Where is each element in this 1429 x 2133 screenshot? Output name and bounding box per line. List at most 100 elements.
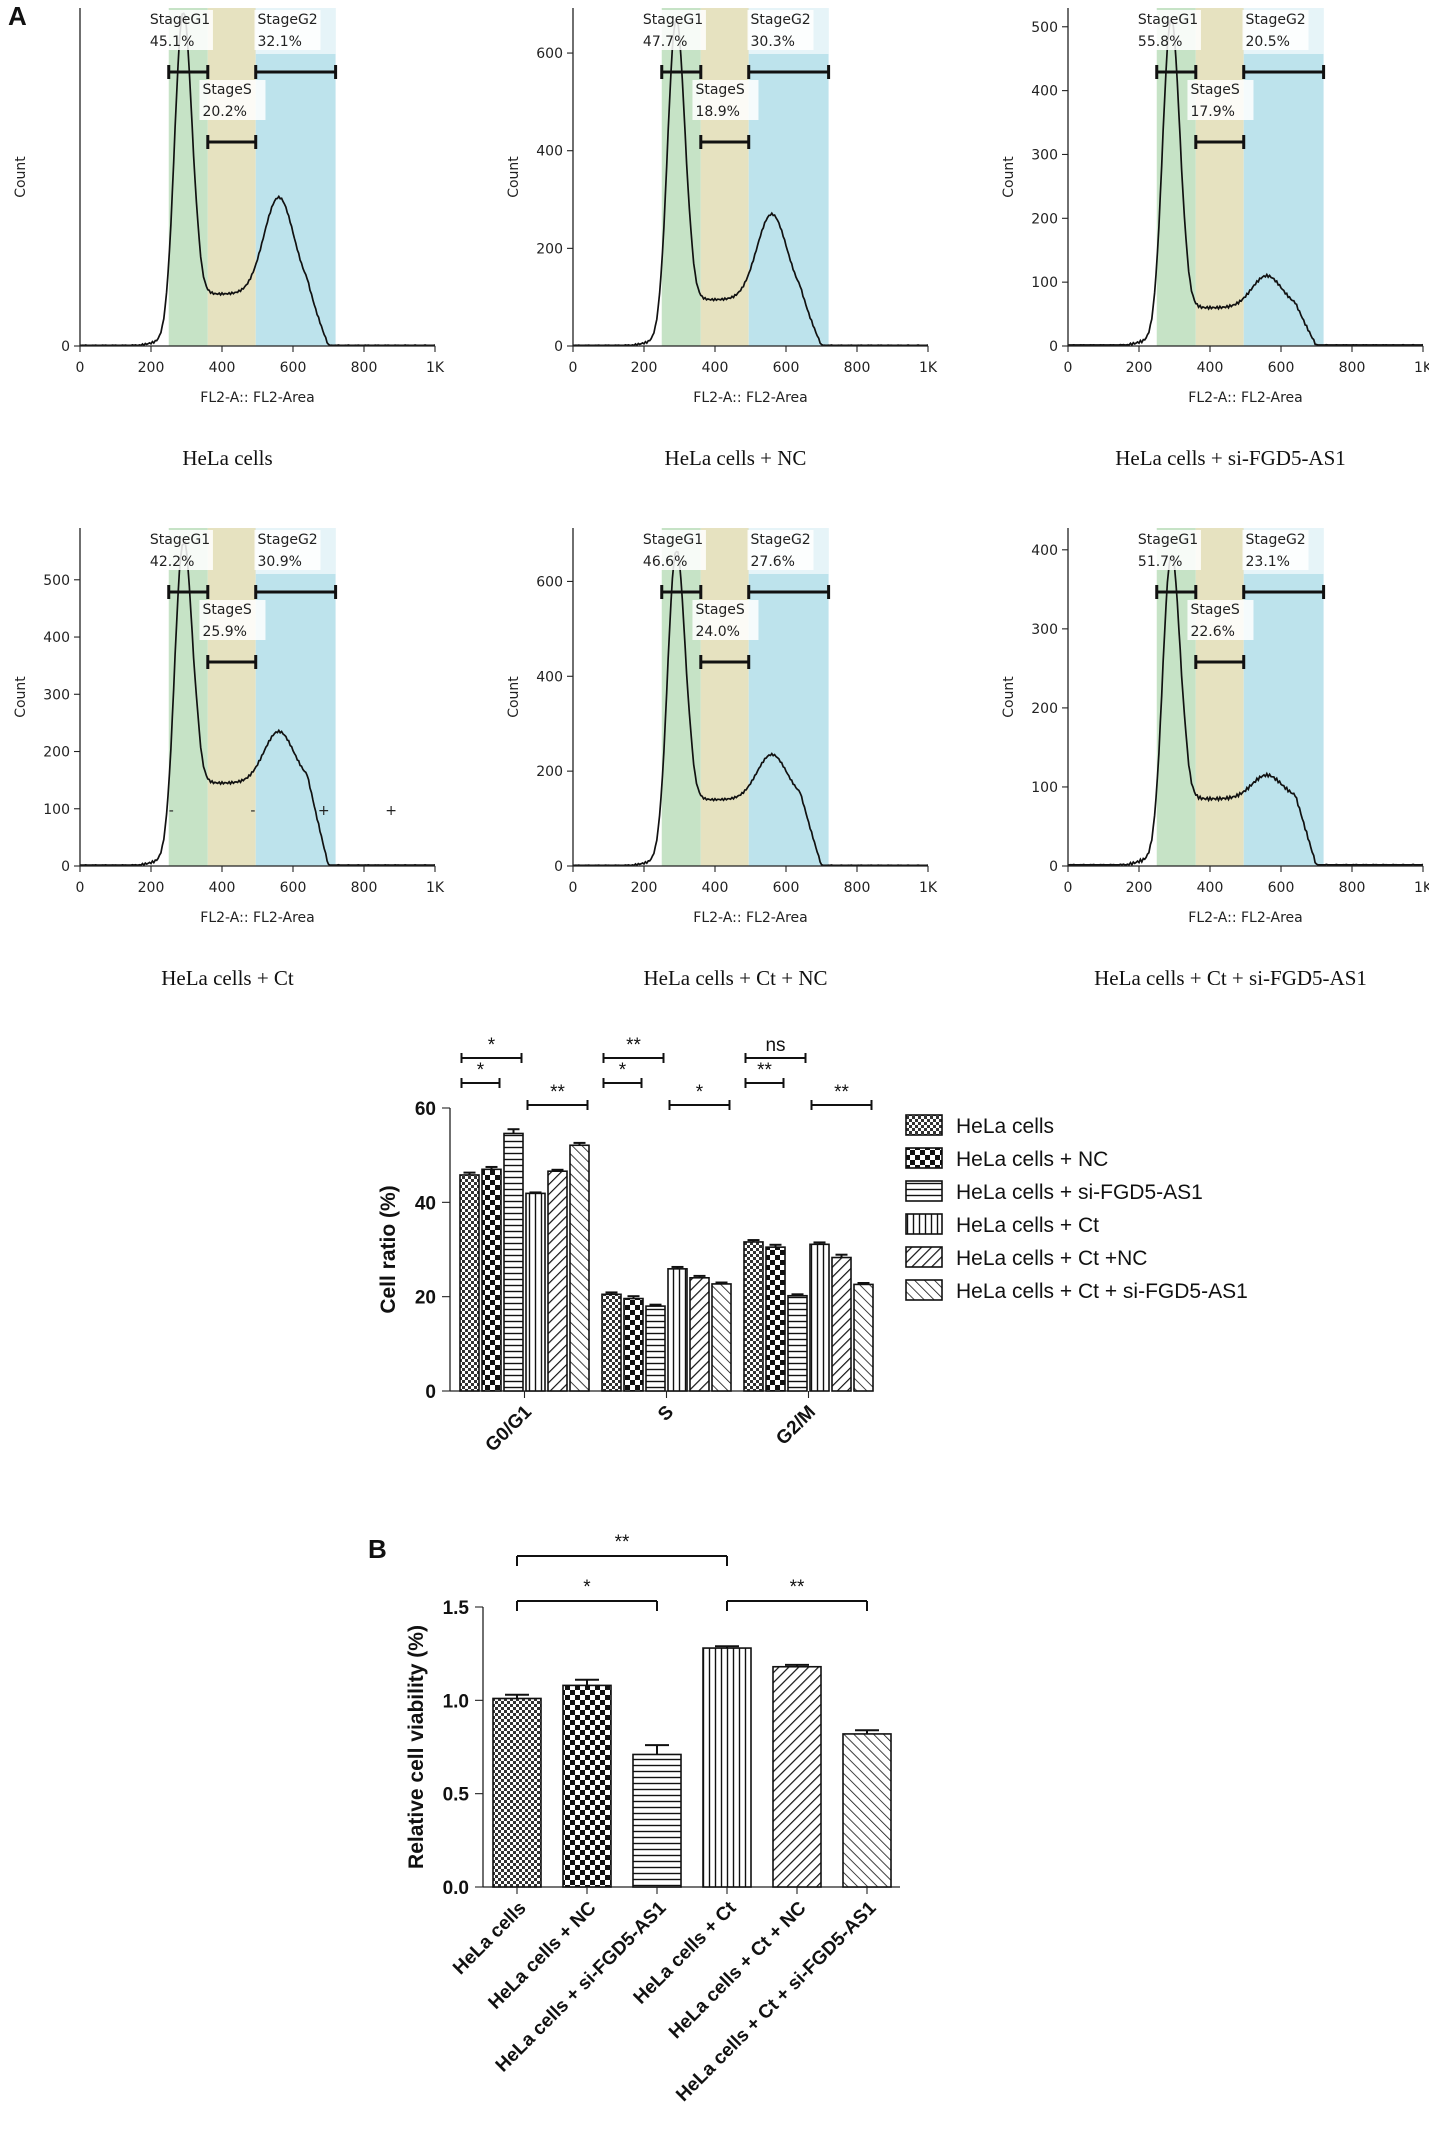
- x-tick-label: 200: [1126, 880, 1153, 896]
- significance-label: **: [550, 1082, 565, 1103]
- histogram-curve: [573, 19, 929, 347]
- plot-mark: +: [385, 803, 397, 819]
- histogram-caption: HeLa cells + NC: [665, 446, 807, 470]
- x-tick-label: 800: [351, 880, 378, 896]
- significance-label: **: [757, 1060, 772, 1081]
- x-tick-label: 0: [1064, 360, 1073, 376]
- y-axis-label: Relative cell viability (%): [405, 1625, 428, 1869]
- legend-swatch: [905, 1114, 943, 1136]
- x-tick-label: 800: [844, 880, 871, 896]
- gate-name: StageG1: [1138, 12, 1198, 28]
- y-tick-label: 0.0: [443, 1878, 469, 1899]
- x-tick-label: 800: [1339, 880, 1366, 896]
- gate-label-bg: [254, 530, 321, 570]
- significance-label: ns: [765, 1035, 785, 1056]
- gate-s-band: [1195, 8, 1244, 346]
- gate-percent: 20.5%: [1246, 34, 1290, 50]
- x-axis-label: FL2-A:: FL2-Area: [693, 910, 807, 926]
- gate-percent: 47.7%: [643, 34, 687, 50]
- y-tick-label: 40: [415, 1193, 436, 1214]
- bar: [459, 1174, 480, 1392]
- x-tick-label: 400: [702, 880, 729, 896]
- y-axis-label: Count: [506, 156, 522, 198]
- y-tick-label: 0.5: [443, 1785, 470, 1806]
- y-tick-label: 600: [536, 574, 563, 590]
- bar: [632, 1753, 682, 1888]
- gate-label-bg: [1187, 80, 1254, 120]
- gate-percent: 46.6%: [643, 554, 687, 570]
- gate-name: StageG2: [751, 532, 811, 548]
- y-tick-label: 200: [536, 241, 563, 257]
- cell-viability-bar-chart: 0.0 0.5 1.0 1.5 Relative cell viability (%) H…: [405, 1532, 900, 2106]
- x-tick-label: 1K: [919, 880, 938, 896]
- y-tick-label: 400: [536, 669, 563, 685]
- gate-percent: 25.9%: [202, 624, 246, 640]
- x-tick-label: 800: [351, 360, 378, 376]
- gate-label-bg: [639, 10, 706, 50]
- bar: [772, 1665, 822, 1888]
- y-axis-label: Count: [13, 156, 29, 198]
- x-axis-label: FL2-A:: FL2-Area: [1188, 910, 1302, 926]
- gate-s-band: [1195, 528, 1244, 866]
- x-tick-label: 1K: [426, 880, 445, 896]
- x-tick-label: HeLa cells + Ct + NC: [665, 1897, 811, 2043]
- x-tick-label: 1K: [919, 360, 938, 376]
- gate-g2-band: [1243, 528, 1324, 866]
- bar: [689, 1277, 710, 1392]
- bar: [623, 1297, 644, 1392]
- x-tick-label: 200: [1126, 360, 1153, 376]
- x-tick-label: 400: [702, 360, 729, 376]
- significance-label: **: [615, 1532, 630, 1553]
- y-tick-label: 0: [554, 859, 563, 875]
- bar: [547, 1170, 568, 1392]
- gate-g2-band: [1243, 8, 1324, 346]
- y-tick-label: 1.5: [443, 1598, 470, 1619]
- y-tick-label: 300: [1031, 147, 1058, 163]
- y-tick-label: 0: [425, 1382, 436, 1403]
- gate-percent: 32.1%: [258, 34, 302, 50]
- x-axis-label: FL2-A:: FL2-Area: [200, 910, 314, 926]
- histogram-caption: HeLa cells: [182, 446, 272, 470]
- bar: [525, 1192, 546, 1392]
- gate-g1-band: [168, 528, 208, 866]
- gate-label-bg: [1242, 530, 1309, 570]
- significance-label: **: [790, 1577, 805, 1598]
- gate-name: StageG1: [643, 12, 703, 28]
- gate-name: StageG1: [643, 532, 703, 548]
- legend-swatch: [905, 1279, 943, 1301]
- y-axis-label: Count: [1001, 156, 1017, 198]
- x-tick-label: 800: [1339, 360, 1366, 376]
- gate-percent: 55.8%: [1138, 34, 1182, 50]
- gate-percent: 27.6%: [751, 554, 795, 570]
- histogram-caption: HeLa cells + Ct + NC: [643, 966, 827, 990]
- y-tick-label: 400: [536, 144, 563, 160]
- histogram-caption: HeLa cells + si-FGD5-AS1: [1115, 446, 1346, 470]
- x-tick-label: 200: [631, 880, 658, 896]
- gate-percent: 51.7%: [1138, 554, 1182, 570]
- significance-label: *: [488, 1035, 496, 1056]
- gate-name: StageS: [695, 82, 744, 98]
- x-tick-label: 600: [280, 360, 307, 376]
- x-tick-label: 600: [773, 880, 800, 896]
- y-tick-label: 200: [536, 764, 563, 780]
- y-tick-label: 60: [415, 1099, 436, 1120]
- histogram-curve: [1068, 19, 1424, 347]
- gate-label-bg: [1242, 10, 1309, 50]
- gate-label-bg: [146, 530, 213, 570]
- x-tick-label: 1K: [426, 360, 445, 376]
- x-tick-label: 1K: [1414, 360, 1429, 376]
- x-tick-label: 0: [76, 360, 85, 376]
- legend-swatch: [905, 1180, 943, 1202]
- bar: [503, 1132, 524, 1392]
- y-tick-label: 200: [1031, 701, 1058, 717]
- bar: [809, 1243, 830, 1392]
- x-tick-label: 800: [844, 360, 871, 376]
- y-axis-label: Cell ratio (%): [377, 1185, 400, 1313]
- x-tick-label: 400: [209, 880, 236, 896]
- legend-swatch: [905, 1213, 943, 1235]
- gate-percent: 45.1%: [150, 34, 194, 50]
